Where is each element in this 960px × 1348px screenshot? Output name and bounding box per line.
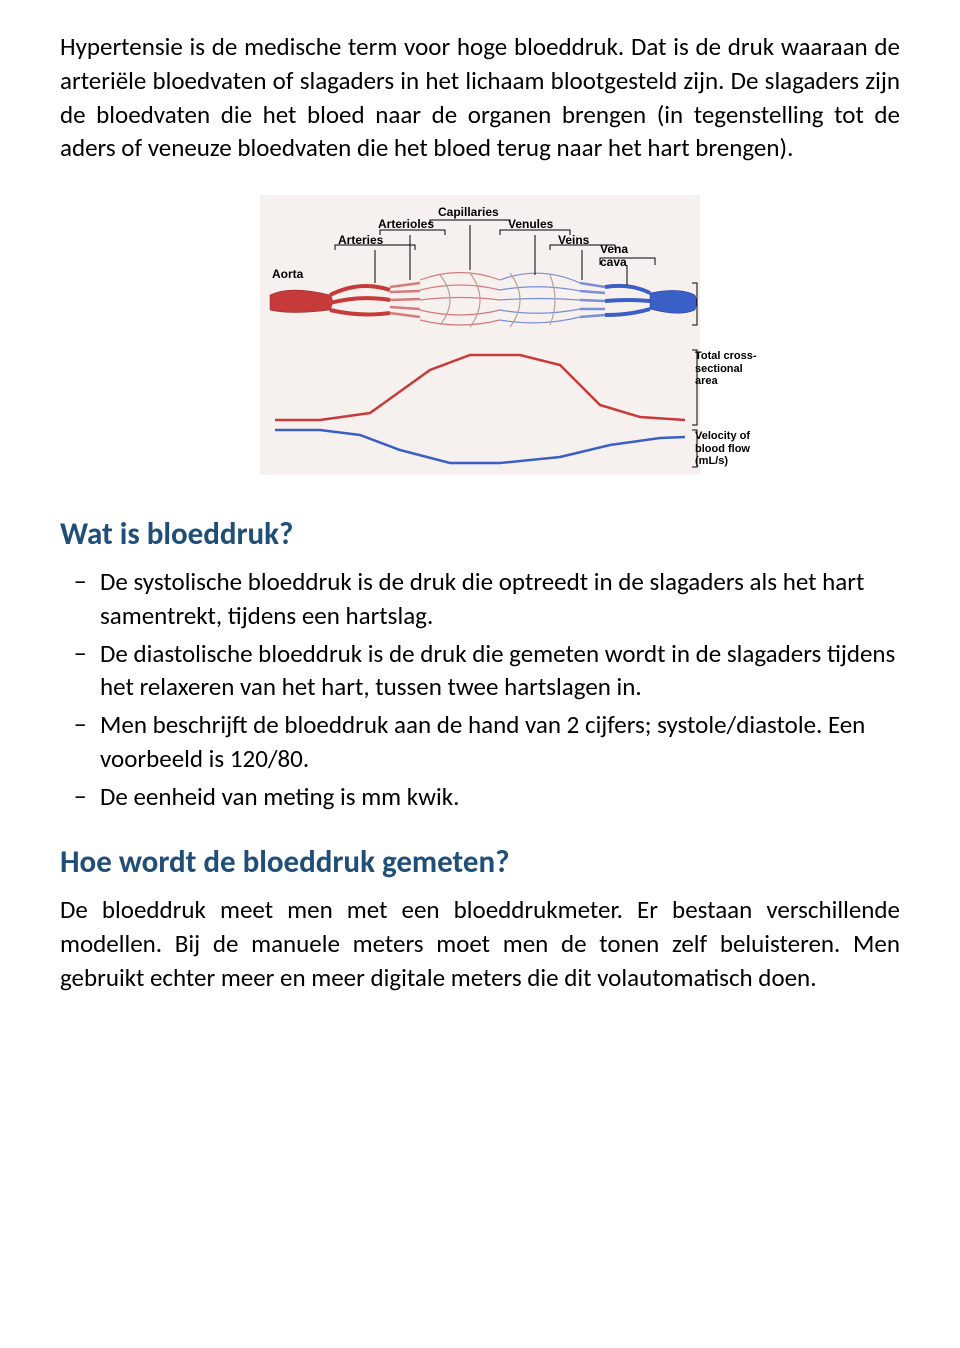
aorta-shape	[270, 290, 333, 313]
section2-body: De bloeddruk meet men met een bloeddrukm…	[60, 893, 900, 994]
label-aorta: Aorta	[272, 267, 303, 281]
arteries-shape	[330, 286, 390, 314]
list-item: De systolische bloeddruk is de druk die …	[60, 565, 900, 633]
list-item: De diastolische bloeddruk is de druk die…	[60, 637, 900, 705]
diagram-container: Aorta Arteries Arterioles Capillaries Ve…	[60, 195, 900, 475]
veins-shape	[605, 286, 650, 315]
diagram-svg	[260, 195, 700, 475]
list-item: Men beschrijft de bloeddruk aan de hand …	[60, 708, 900, 776]
label-capillaries: Capillaries	[438, 205, 499, 219]
chart-curves	[275, 355, 685, 463]
section1-heading: Wat is bloeddruk?	[60, 515, 900, 553]
intro-paragraph: Hypertensie is de medische term voor hog…	[60, 30, 900, 165]
label-arteries: Arteries	[338, 233, 383, 247]
arterioles-shape	[390, 283, 420, 317]
label-vena-cava: Vena cava	[600, 243, 650, 269]
vessel-diagram: Aorta Arteries Arterioles Capillaries Ve…	[260, 195, 700, 475]
label-arterioles: Arterioles	[378, 217, 434, 231]
label-total-area: Total cross-sectional area	[695, 350, 765, 388]
venules-shape	[580, 283, 605, 317]
label-veins: Veins	[558, 233, 589, 247]
section2-heading: Hoe wordt de bloeddruk gemeten?	[60, 843, 900, 881]
label-venules: Venules	[508, 217, 553, 231]
label-velocity: Velocity of blood flow (mL/s)	[695, 430, 765, 468]
capillary-mesh	[420, 273, 580, 328]
vena-cava-shape	[650, 290, 697, 313]
section1-list: De systolische bloeddruk is de druk die …	[60, 565, 900, 813]
list-item: De eenheid van meting is mm kwik.	[60, 780, 900, 814]
